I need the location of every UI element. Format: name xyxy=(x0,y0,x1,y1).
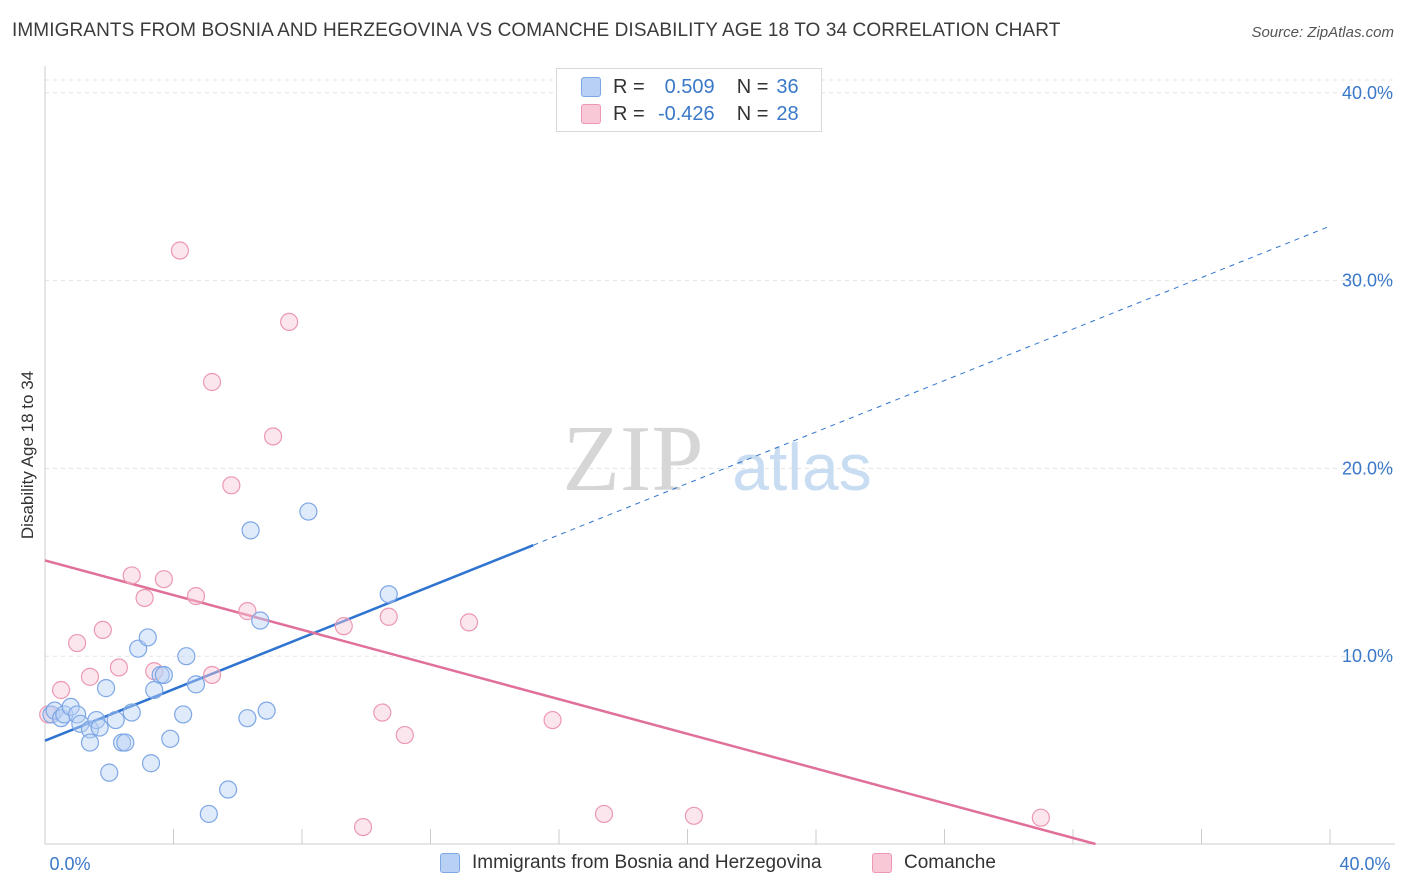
comanche-point xyxy=(263,427,283,446)
y-axis-label: Disability Age 18 to 34 xyxy=(18,371,37,539)
comanche-point xyxy=(68,633,87,653)
y-tick-label: 20.0% xyxy=(1342,458,1393,478)
comanche-point xyxy=(373,703,392,722)
grid-lines xyxy=(45,79,1395,657)
bosnia-point xyxy=(154,665,173,685)
comanche-point xyxy=(684,806,704,825)
comanche-point xyxy=(280,312,299,332)
comanche-point xyxy=(80,667,100,686)
comanche-point xyxy=(459,613,479,632)
bosnia-point xyxy=(199,804,218,824)
trend-lines xyxy=(44,225,1331,846)
bosnia-point xyxy=(90,718,109,737)
n-value: 36 xyxy=(776,75,799,98)
comanche-point xyxy=(334,617,353,636)
x-tick-label-max: 40.0% xyxy=(1339,854,1390,874)
comanche-point xyxy=(202,372,222,392)
axes xyxy=(44,66,1395,845)
bosnia-point xyxy=(100,763,119,782)
bosnia-point xyxy=(138,628,157,647)
watermark-atlas: atlas xyxy=(732,430,871,504)
blue-trend-line xyxy=(44,544,534,742)
legend-row-pink: R = -0.426 N = 28 xyxy=(581,102,799,126)
comanche-point xyxy=(594,804,614,824)
bosnia-point xyxy=(241,521,260,540)
comanche-point xyxy=(202,665,222,685)
comanche-point xyxy=(154,570,173,589)
bosnia-point xyxy=(106,710,125,730)
comanche-point xyxy=(170,241,190,260)
comanche-point xyxy=(109,658,128,677)
comanche-point xyxy=(1031,808,1050,827)
watermark: ZIP atlas xyxy=(563,407,872,511)
legend-label-bosnia: Immigrants from Bosnia and Herzegovina xyxy=(472,852,822,873)
r-label: R = xyxy=(613,75,645,98)
pink-swatch-icon xyxy=(872,853,892,873)
r-label: R = xyxy=(613,102,645,125)
source-label: Source: ZipAtlas.com xyxy=(1251,24,1394,41)
y-tick-label: 40.0% xyxy=(1342,83,1393,103)
tick-labels: 10.0% 20.0% 30.0% 40.0% 0.0% 40.0% xyxy=(49,83,1393,874)
correlation-legend: R = 0.509 N = 36 R = -0.426 N = 28 xyxy=(556,68,822,132)
bosnia-point xyxy=(122,703,141,722)
r-value: 0.509 xyxy=(664,75,715,98)
bosnia-point xyxy=(299,502,318,521)
chart-title: IMMIGRANTS FROM BOSNIA AND HERZEGOVINA V… xyxy=(12,20,1061,41)
blue-trend-dashed xyxy=(533,225,1331,546)
bosnia-point xyxy=(55,705,74,724)
r-value: -0.426 xyxy=(657,102,715,125)
comanche-point xyxy=(353,817,373,837)
y-tick-label: 30.0% xyxy=(1342,271,1393,291)
bosnia-point xyxy=(174,705,193,724)
bosnia-point xyxy=(238,709,257,728)
bosnia-point xyxy=(61,697,80,717)
comanche-point xyxy=(379,607,398,626)
bosnia-point xyxy=(379,585,398,604)
comanche-point xyxy=(186,586,206,606)
pink-trend-line xyxy=(44,559,1096,846)
n-value: 28 xyxy=(776,102,799,125)
bosnia-point xyxy=(145,680,164,700)
watermark-zip: ZIP xyxy=(563,407,704,511)
legend-row-blue: R = 0.509 N = 36 xyxy=(581,75,799,99)
comanche-point xyxy=(93,620,112,640)
bosnia-point xyxy=(177,647,196,666)
bosnia-point xyxy=(186,675,206,694)
x-tick-label-min: 0.0% xyxy=(49,854,90,874)
comanche-point xyxy=(51,680,71,700)
n-label: N = xyxy=(736,75,769,98)
comanche-point xyxy=(135,588,154,608)
bosnia-point xyxy=(219,780,238,799)
pink-swatch-icon xyxy=(581,104,601,124)
bosnia-point xyxy=(96,679,116,698)
comanche-point xyxy=(395,725,414,745)
y-tick-label: 10.0% xyxy=(1342,646,1393,666)
comanche-point xyxy=(222,476,241,495)
blue-swatch-icon xyxy=(440,853,460,873)
n-label: N = xyxy=(736,102,769,125)
blue-swatch-icon xyxy=(581,77,601,97)
comanche-point xyxy=(122,566,141,585)
bosnia-point xyxy=(80,733,100,752)
bosnia-point xyxy=(161,729,180,748)
data-points xyxy=(39,241,1050,837)
legend-label-comanche: Comanche xyxy=(904,852,996,873)
bosnia-point xyxy=(257,701,276,720)
bosnia-point xyxy=(251,611,270,630)
bosnia-point xyxy=(116,733,135,752)
comanche-point xyxy=(543,710,562,730)
comanche-point xyxy=(238,602,257,621)
legend-item-comanche: Comanche xyxy=(872,852,996,874)
legend-item-bosnia: Immigrants from Bosnia and Herzegovina xyxy=(440,852,822,874)
bosnia-point xyxy=(141,754,161,773)
